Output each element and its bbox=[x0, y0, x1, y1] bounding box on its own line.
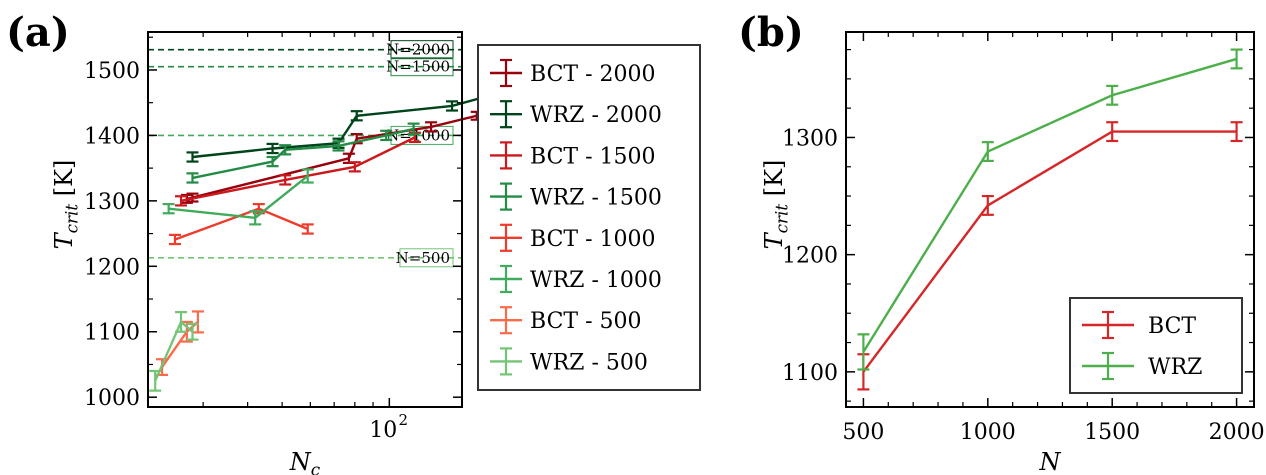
legend-entry-bct-2000: BCT - 2000 bbox=[490, 58, 656, 88]
legend-entry-bct: BCT bbox=[1082, 310, 1196, 340]
y-axis-label: Tcrit [K] bbox=[50, 160, 81, 250]
x-axis-label: Nc bbox=[289, 448, 321, 475]
series-bct-1500 bbox=[175, 131, 421, 207]
series-line-bct bbox=[862, 130, 1237, 373]
series-wrz bbox=[857, 48, 1243, 371]
panel-a: N=2000N=1500N=1000N=50010001100120013001… bbox=[50, 31, 494, 475]
series-line-bct-1500 bbox=[180, 136, 416, 203]
series-wrz-1500 bbox=[186, 122, 420, 184]
legend-label-wrz: WRZ bbox=[1148, 355, 1202, 380]
x-tick-label-1000: 1000 bbox=[960, 420, 1016, 445]
legend-label-wrz-1500: WRZ - 1500 bbox=[530, 186, 662, 211]
legend-label-bct-1500: BCT - 1500 bbox=[530, 144, 656, 169]
x-tick-label-100: 10 bbox=[369, 418, 397, 443]
y-tick-label-1300: 1300 bbox=[782, 126, 838, 151]
legend-label-wrz-2000: WRZ - 2000 bbox=[530, 103, 662, 128]
legend-label-wrz-500: WRZ - 500 bbox=[530, 350, 648, 375]
series-line-wrz bbox=[862, 57, 1237, 353]
y-axis-label: Tcrit [K] bbox=[760, 160, 791, 250]
x-tick-label-2000: 2000 bbox=[1209, 420, 1265, 445]
series-line-bct-1000 bbox=[174, 207, 309, 241]
y-tick-label-1200: 1200 bbox=[84, 255, 140, 280]
reference-label-n-2000: N=2000 bbox=[386, 41, 450, 59]
legend-entry-bct-1500: BCT - 1500 bbox=[490, 141, 656, 170]
x-tick-exponent-100: 2 bbox=[399, 411, 409, 429]
y-tick-label-1200: 1200 bbox=[782, 244, 838, 269]
x-axis-label: N bbox=[1039, 448, 1062, 475]
panel-b: 500 1000 1500 2000 1100 1200 1300 N Tcrit [K] BCT… bbox=[760, 31, 1265, 475]
series-bct-2000 bbox=[180, 110, 483, 204]
panel-b-label: (b) bbox=[738, 9, 804, 56]
reference-box-n-2000 bbox=[390, 40, 454, 60]
legend-entry-wrz-500: WRZ - 500 bbox=[490, 347, 648, 376]
legend-label-bct-2000: BCT - 2000 bbox=[530, 62, 656, 87]
legend-label-bct-1000: BCT - 1000 bbox=[530, 227, 656, 252]
y-tick-label-1000: 1000 bbox=[84, 386, 140, 411]
x-tick-label-500: 500 bbox=[842, 420, 884, 445]
series-line-wrz-2000 bbox=[192, 94, 489, 159]
y-tick-label-1100: 1100 bbox=[782, 361, 838, 386]
y-tick-label-1300: 1300 bbox=[84, 190, 140, 215]
legend-entry-bct-500: BCT - 500 bbox=[490, 306, 642, 335]
series-bct-1000 bbox=[168, 203, 314, 246]
legend-entry-wrz-2000: WRZ - 2000 bbox=[490, 100, 662, 129]
legend-label-wrz-1000: WRZ - 1000 bbox=[530, 268, 662, 293]
panel-b-axes-frame bbox=[845, 31, 1255, 408]
panel-b-legend-frame bbox=[1069, 297, 1243, 394]
legend-entry-wrz-1000: WRZ - 1000 bbox=[490, 264, 662, 294]
legend-label-bct: BCT bbox=[1148, 314, 1196, 339]
series-wrz-500 bbox=[149, 311, 199, 392]
series-wrz-1000 bbox=[162, 168, 314, 226]
legend-label-bct-500: BCT - 500 bbox=[530, 309, 642, 334]
legend-frame bbox=[477, 44, 701, 391]
series-line-wrz-1500 bbox=[192, 127, 414, 180]
y-tick-label-1500: 1500 bbox=[84, 59, 140, 84]
panel-a-axes-frame bbox=[147, 31, 463, 408]
x-tick-label-1500: 1500 bbox=[1084, 420, 1140, 445]
legend-entry-bct-1000: BCT - 1000 bbox=[490, 223, 656, 252]
reference-label-n-1500: N=1500 bbox=[386, 58, 450, 76]
reference-box-n-1500 bbox=[390, 57, 454, 77]
panel-a-label: (a) bbox=[6, 9, 70, 56]
legend-entry-wrz-1500: WRZ - 1500 bbox=[490, 182, 662, 211]
y-tick-label-1100: 1100 bbox=[84, 321, 140, 346]
panel-a-legend: BCT - 2000 WRZ - 2000 BCT - 1500 WRZ - 1500… bbox=[477, 44, 701, 391]
reference-label-n-500: N=500 bbox=[396, 249, 450, 267]
reference-box-n-500 bbox=[399, 248, 454, 268]
y-tick-label-1400: 1400 bbox=[84, 124, 140, 149]
legend-entry-wrz: WRZ bbox=[1082, 351, 1202, 381]
